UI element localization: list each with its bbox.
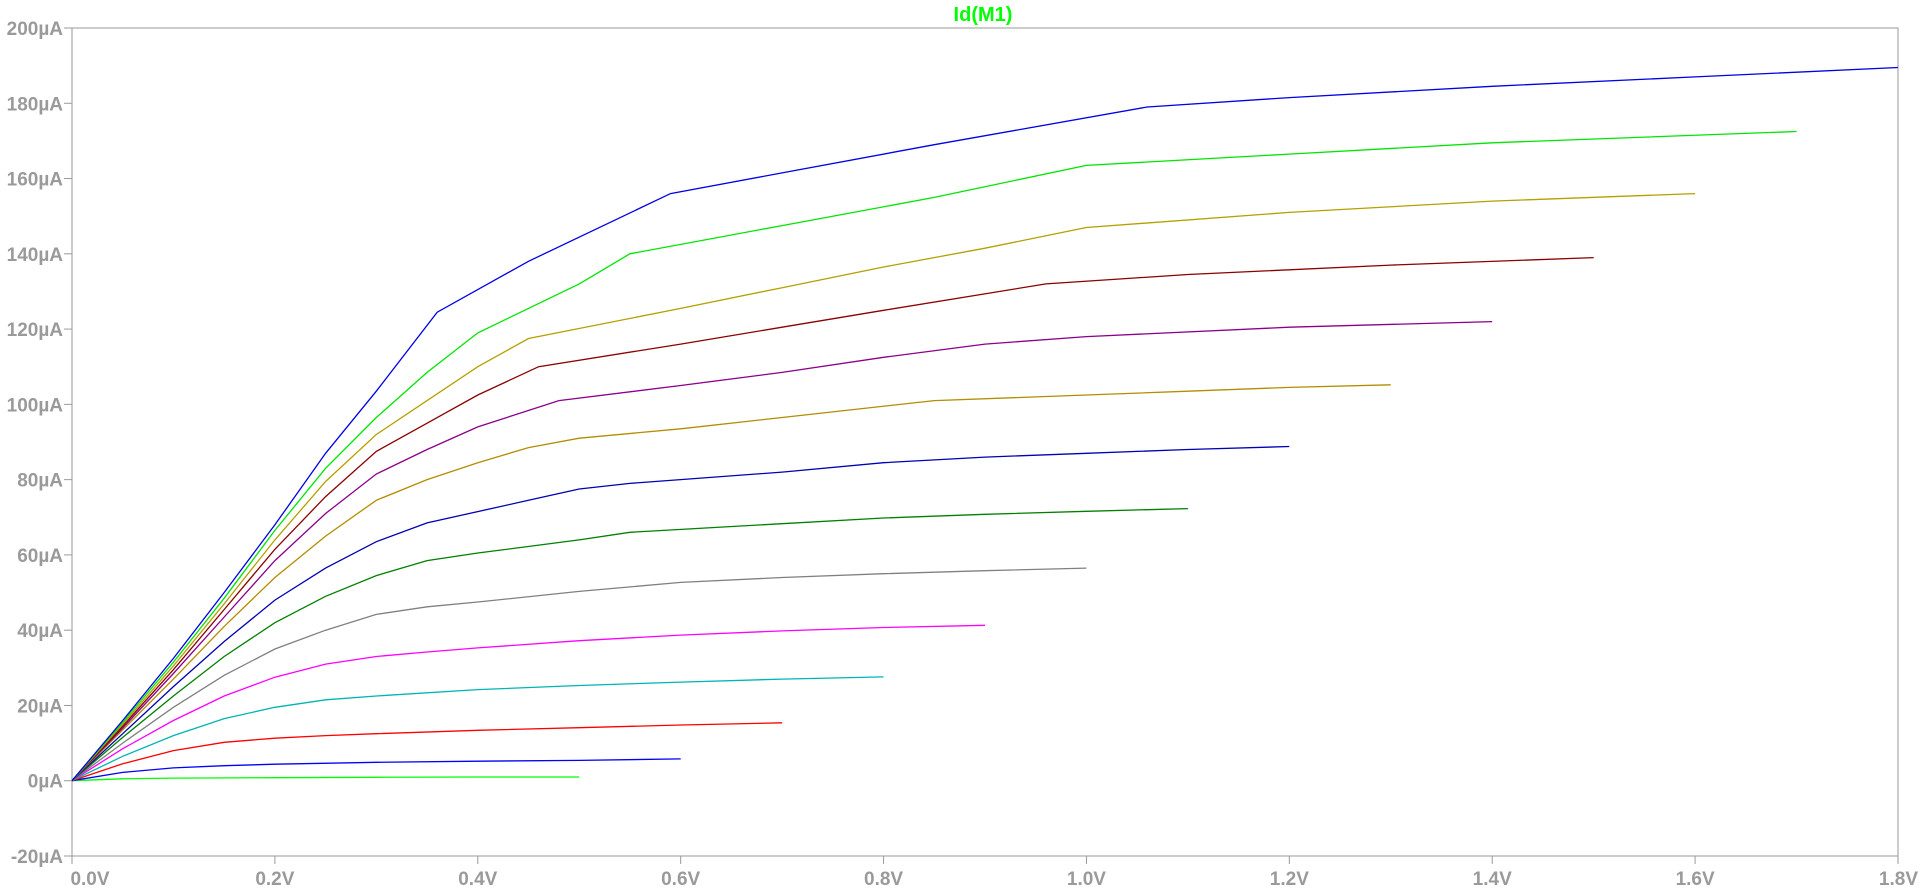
y-tick-label: 0µA [28,772,64,793]
plot-frame [71,27,1899,857]
x-tick-label: 0.2V [255,869,294,890]
y-tick-label: 200µA [7,19,64,40]
y-tick-label: -20µA [11,847,63,868]
series-line-11 [71,256,1594,782]
x-tick-label: 1.6V [1676,869,1715,890]
series-line-1 [71,776,580,782]
y-tick-label: 60µA [17,546,63,567]
series-line-7 [71,507,1188,782]
series-line-9 [71,384,1391,782]
chart-title: Id(M1) [954,4,1013,26]
x-tick-label: 0.6V [661,869,700,890]
x-tick-label: 0.4V [458,869,497,890]
series-line-3 [71,722,783,782]
series-line-13 [71,130,1797,782]
series-line-8 [71,445,1290,782]
series-line-2 [71,758,681,782]
x-tick-label: 0.8V [864,869,903,890]
x-tick-label: 0.0V [70,869,109,890]
x-tick-label: 1.8V [1879,869,1918,890]
y-tick-label: 160µA [7,170,64,191]
y-tick-label: 180µA [7,94,64,115]
y-axis: -20µA 0µA 20µA 40µA 60µA 80µA 100µA 120µA 140µA 1… [7,19,72,868]
y-tick-label: 40µA [17,621,63,642]
series-line-6 [71,567,1087,782]
y-tick-label: 100µA [7,395,64,416]
series-group [71,66,1899,782]
y-tick-label: 80µA [17,471,63,492]
series-line-10 [71,320,1493,782]
series-line-14 [71,66,1899,782]
series-line-4 [71,676,884,782]
y-tick-label: 140µA [7,245,64,266]
series-line-5 [71,624,986,782]
y-tick-label: 120µA [7,320,64,341]
series-line-12 [71,192,1696,782]
x-tick-label: 1.0V [1067,869,1106,890]
x-axis: 0.0V 0.2V 0.4V 0.6V 0.8V 1.0V 1.2V 1.4V 1.6V 1.8V [70,856,1918,890]
x-tick-label: 1.2V [1270,869,1309,890]
x-tick-label: 1.4V [1473,869,1512,890]
y-tick-label: 20µA [17,696,63,717]
